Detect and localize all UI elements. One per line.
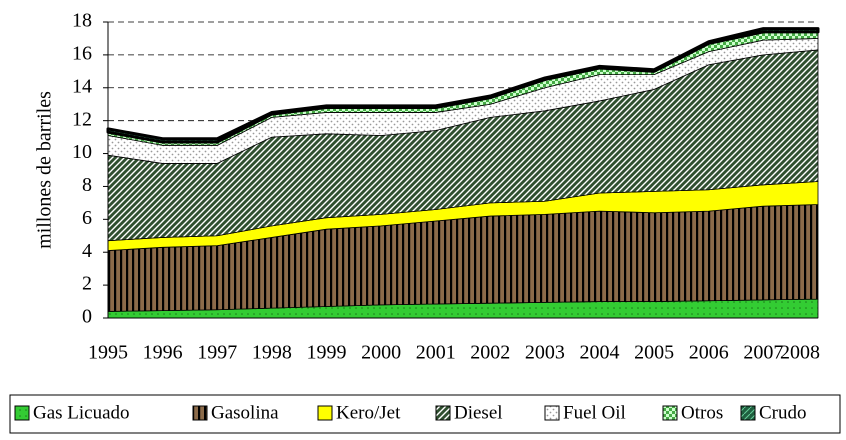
x-tick-label: 1999 [306, 342, 346, 364]
y-tick-label: 8 [82, 174, 92, 196]
x-tick-label: 2001 [416, 342, 456, 364]
legend-swatch [662, 405, 678, 421]
x-tick-label: 1998 [252, 342, 292, 364]
legend-label: Crudo [759, 402, 807, 423]
legend-swatch [317, 405, 333, 421]
legend-label: Diesel [454, 402, 503, 423]
legend-swatch [192, 405, 208, 421]
y-tick-label: 16 [72, 42, 92, 64]
legend-label: Otros [681, 402, 723, 423]
x-tick-label: 2004 [580, 342, 620, 364]
x-tick-label: 2008 [780, 342, 820, 364]
x-tick-label: 1997 [197, 342, 237, 364]
legend-swatch [544, 405, 560, 421]
y-axis-label: millones de barriles [34, 91, 56, 249]
legend-label: Gasolina [211, 402, 279, 423]
x-tick-label: 1996 [143, 342, 183, 364]
y-tick-label: 18 [72, 10, 92, 32]
x-tick-label: 2007 [743, 342, 783, 364]
x-tick-label: 2005 [634, 342, 674, 364]
y-tick-label: 2 [82, 273, 92, 295]
y-tick-label: 4 [82, 240, 92, 262]
legend-box [9, 394, 841, 434]
legend-swatch [740, 405, 756, 421]
legend-swatch [435, 405, 451, 421]
x-tick-label: 1995 [88, 342, 128, 364]
y-tick-label: 6 [82, 207, 92, 229]
x-tick-label: 2006 [689, 342, 729, 364]
y-tick-label: 12 [72, 108, 92, 130]
y-tick-label: 10 [72, 141, 92, 163]
legend-label: Gas Licuado [33, 402, 130, 423]
legend-label: Fuel Oil [563, 402, 626, 423]
y-tick-label: 0 [82, 306, 92, 328]
legend-swatch [14, 405, 30, 421]
x-tick-label: 2000 [361, 342, 401, 364]
x-tick-label: 2003 [525, 342, 565, 364]
legend-label: Kero/Jet [336, 402, 401, 423]
area [106, 27, 820, 144]
x-tick-label: 2002 [470, 342, 510, 364]
y-tick-label: 14 [72, 75, 92, 97]
